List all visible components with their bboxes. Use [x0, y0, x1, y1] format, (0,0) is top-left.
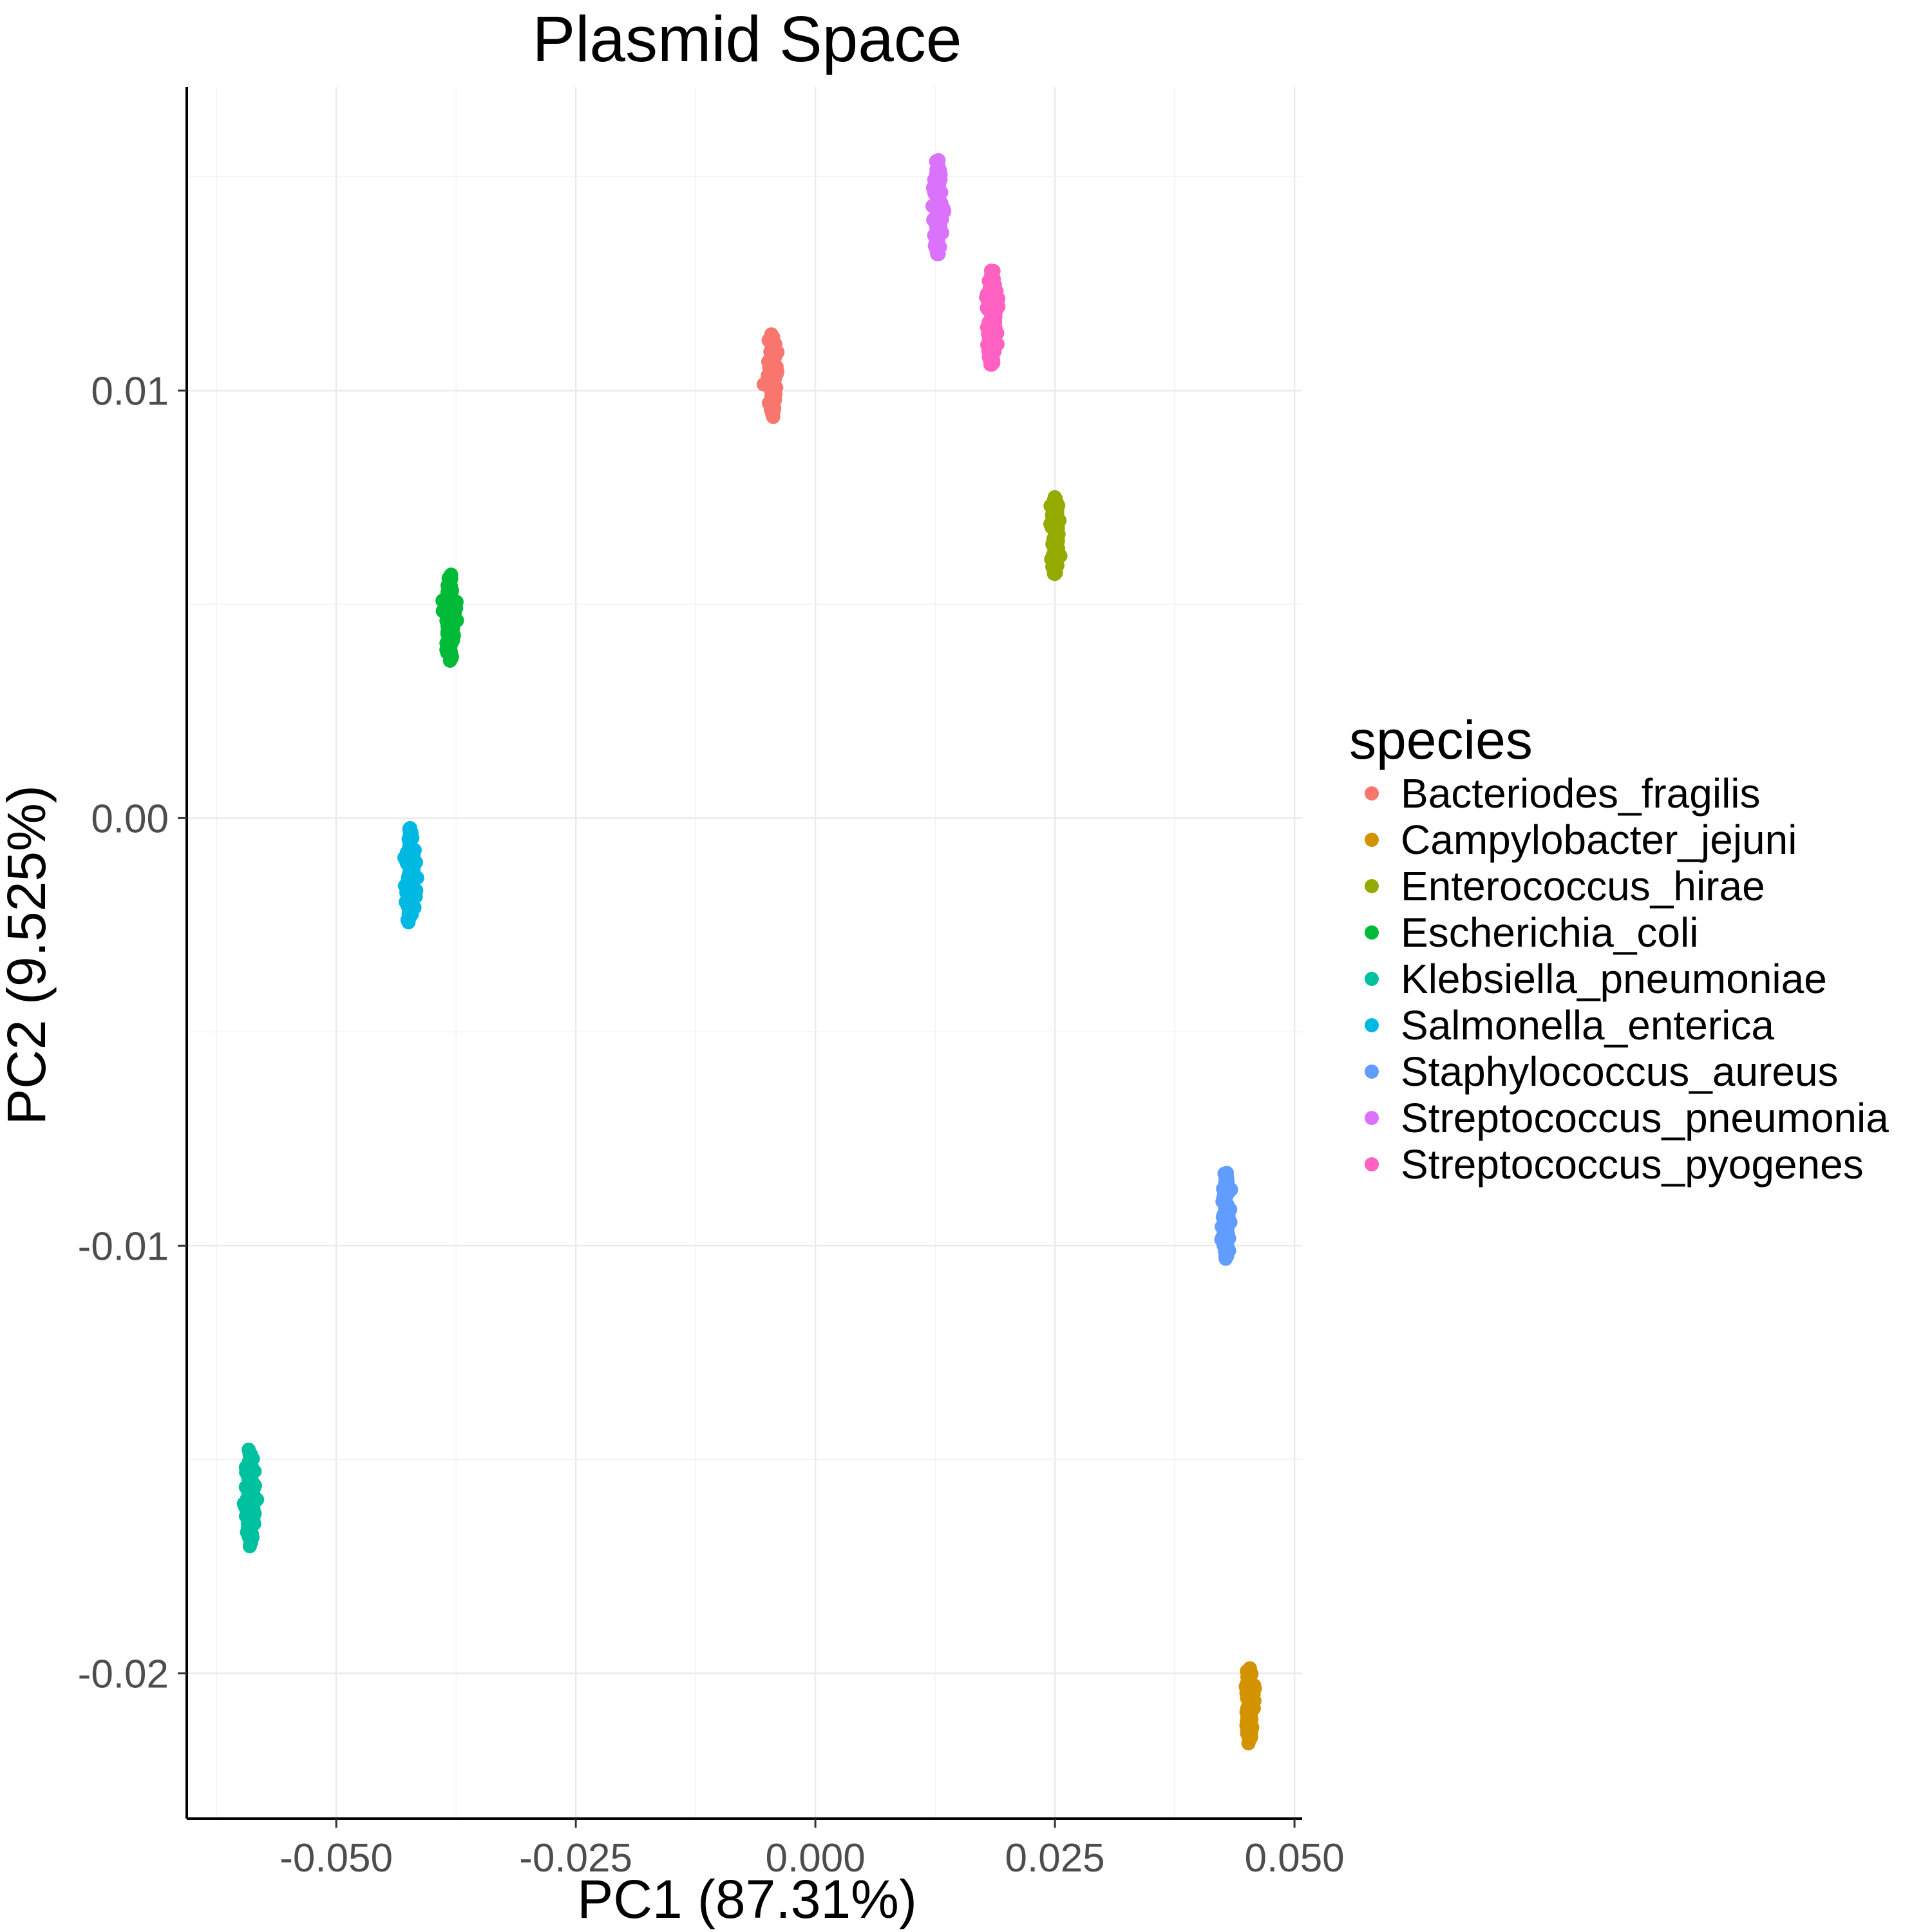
legend-key [1365, 925, 1379, 940]
data-point [242, 1443, 256, 1457]
legend-label: Streptococcus_pyogenes [1401, 1141, 1864, 1188]
legend-label: Enterococcus_hirae [1401, 863, 1765, 909]
series-Salmonella_enterica [397, 820, 424, 930]
legend-key [1365, 1111, 1379, 1125]
y-tick-label: -0.01 [78, 1224, 169, 1269]
legend-item: Streptococcus_pyogenes [1365, 1141, 1864, 1188]
legend-key [1365, 972, 1379, 986]
legend-title: species [1349, 710, 1533, 770]
legend-key [1365, 1157, 1379, 1171]
legend-item: Campylobacter_jejuni [1365, 817, 1797, 863]
legend-item: Klebsiella_pneumoniae [1365, 956, 1827, 1002]
legend-label: Streptococcus_pneumonia [1401, 1095, 1889, 1141]
series-Campylobacter_jejuni [1238, 1661, 1262, 1750]
legend-item: Staphylococcus_aureus [1365, 1048, 1839, 1095]
series-Enterococcus_hirae [1043, 490, 1068, 582]
legend-label: Campylobacter_jejuni [1401, 817, 1797, 863]
y-tick-label: 0.01 [91, 369, 169, 413]
legend-label: Staphylococcus_aureus [1401, 1048, 1839, 1095]
legend-label: Escherichia_coli [1401, 909, 1698, 956]
y-axis-title: PC2 (9.525%) [0, 785, 57, 1125]
data-point [442, 569, 457, 583]
legend-item: Salmonella_enterica [1365, 1002, 1774, 1048]
series-Escherichia_coli [435, 567, 464, 668]
x-axis-title: PC1 (87.31%) [577, 1869, 917, 1929]
x-tick-label: -0.025 [519, 1836, 632, 1880]
series-Streptococcus_pneumonia [925, 153, 952, 261]
legend-label: Bacteriodes_fragilis [1401, 770, 1761, 817]
series-Streptococcus_pyogenes [979, 263, 1006, 372]
legend-key [1365, 879, 1379, 893]
series-Staphylococcus_aureus [1214, 1166, 1238, 1266]
x-tick-label: 0.025 [1005, 1836, 1105, 1880]
series-Klebsiella_pneumoniae [236, 1443, 265, 1553]
legend-key [1365, 1065, 1379, 1079]
axes: -0.050 -0.025 0.000 0.025 0.050 -0.02 -0.01 0.0… [78, 87, 1345, 1880]
legend-label: Salmonella_enterica [1401, 1002, 1774, 1048]
y-tick-label: -0.02 [78, 1652, 169, 1696]
y-tick-label: 0.00 [91, 797, 169, 841]
legend-key [1365, 786, 1379, 800]
plot-area: -0.050 -0.025 0.000 0.025 0.050 -0.02 -0.01 0.0… [78, 87, 1345, 1880]
data-point [983, 263, 998, 278]
data-point [929, 153, 944, 168]
data-point [1047, 490, 1062, 504]
data-point [1241, 1663, 1256, 1678]
legend-item: Streptococcus_pneumonia [1365, 1095, 1889, 1141]
data-point [764, 329, 779, 344]
x-tick-label: -0.050 [279, 1836, 393, 1880]
legend-key [1365, 833, 1379, 847]
data-point [1219, 1168, 1234, 1182]
legend-item: Enterococcus_hirae [1365, 863, 1765, 909]
legend-item: Escherichia_coli [1365, 909, 1698, 956]
x-tick-label: 0.050 [1245, 1836, 1345, 1880]
chart-title: Plasmid Space [533, 3, 962, 75]
legend-key [1365, 1018, 1379, 1032]
data-points [236, 153, 1262, 1750]
data-point [402, 820, 417, 835]
grid [187, 87, 1302, 1819]
series-Bacteriodes_fragilis [756, 327, 785, 424]
legend: species Bacteriodes_fragilisCampylobacte… [1349, 710, 1889, 1188]
legend-label: Klebsiella_pneumoniae [1401, 956, 1827, 1002]
legend-item: Bacteriodes_fragilis [1365, 770, 1761, 817]
x-tick-label: 0.000 [766, 1836, 866, 1880]
